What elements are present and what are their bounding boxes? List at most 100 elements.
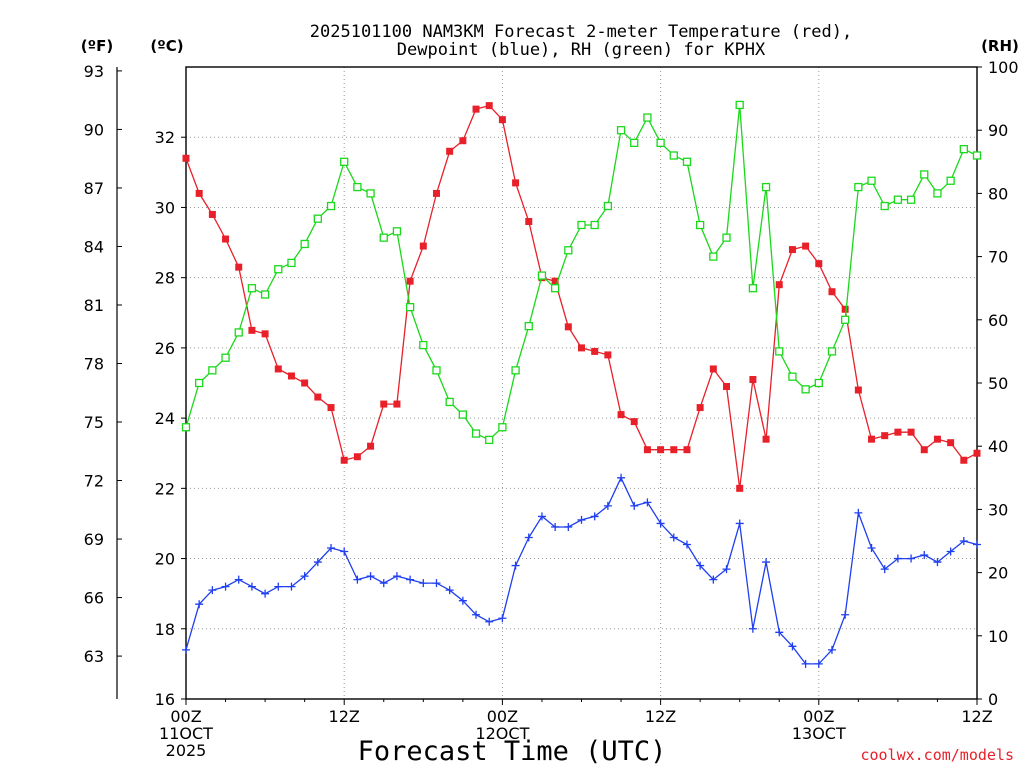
- rh-point: [603, 201, 613, 211]
- rh-point: [366, 189, 375, 198]
- temperature-point: [591, 347, 599, 355]
- temperature-point: [841, 305, 849, 313]
- dewpoint-point: [537, 512, 546, 521]
- temperature-point: [868, 435, 876, 443]
- rh-tick-label: 50: [988, 374, 1008, 393]
- dewpoint-point: [524, 533, 533, 542]
- series-layer: [181, 100, 982, 668]
- dewpoint-point: [511, 561, 520, 570]
- temperature-point: [854, 386, 862, 394]
- temperature-point: [314, 393, 322, 401]
- celsius-tick-label: 24: [155, 409, 175, 428]
- rh-point: [392, 227, 402, 236]
- rh-point: [234, 328, 243, 337]
- dewpoint-point: [392, 572, 401, 581]
- dewpoint-point: [485, 617, 494, 626]
- rh-point: [656, 138, 665, 147]
- rh-unit-label: (RH): [981, 37, 1019, 55]
- dewpoint-point: [287, 582, 296, 591]
- dewpoint-point: [973, 540, 981, 549]
- temperature-point: [604, 351, 612, 359]
- dewpoint-point: [195, 600, 204, 609]
- temperature-point: [208, 210, 216, 218]
- celsius-tick-label: 28: [155, 269, 175, 288]
- rh-point: [340, 157, 349, 166]
- rh-point: [616, 126, 626, 135]
- dewpoint-point: [274, 582, 283, 591]
- temperature-point: [432, 189, 440, 197]
- rh-point: [722, 233, 731, 242]
- chart-title-line-1: 2025101100 NAM3KM Forecast 2-meter Tempe…: [310, 22, 852, 42]
- dewpoint-blue-line: [185, 476, 978, 665]
- temperature-point: [617, 411, 625, 419]
- fahrenheit-unit-label: (ºF): [81, 37, 113, 55]
- dewpoint-point: [893, 554, 902, 563]
- rh-point: [274, 265, 283, 274]
- dewpoint-point: [946, 547, 955, 556]
- dewpoint-point: [419, 579, 428, 588]
- temperature-point: [472, 105, 480, 113]
- temperature-point: [578, 344, 585, 352]
- dewpoint-point: [498, 614, 507, 623]
- rh-tick-label: 0: [988, 690, 998, 709]
- chart-title-line-2: Dewpoint (blue), RH (green) for KPHX: [397, 40, 766, 60]
- temperature-point: [235, 263, 243, 271]
- rh-point: [906, 195, 916, 204]
- x-tick-label: 11OCT: [159, 724, 213, 743]
- temperature-point: [182, 154, 190, 162]
- fahrenheit-tick-label: 87: [84, 179, 104, 198]
- rh-point: [972, 151, 982, 160]
- x-tick-label: 12Z: [961, 707, 992, 726]
- temperature-point: [683, 446, 691, 454]
- dewpoint-point: [656, 519, 665, 528]
- dewpoint-point: [814, 659, 823, 668]
- temperature-point: [802, 242, 810, 250]
- rh-point: [643, 113, 652, 122]
- rh-point: [709, 252, 718, 261]
- dewpoint-point: [669, 533, 678, 542]
- temperature-point: [274, 365, 282, 373]
- credit-text[interactable]: coolwx.com/models: [860, 746, 1014, 764]
- temperature-point: [222, 235, 230, 243]
- rh-point: [669, 151, 678, 160]
- rh-point: [920, 170, 929, 179]
- temperature-point: [828, 288, 836, 296]
- rh-point: [827, 347, 837, 356]
- temperature-point: [881, 432, 889, 440]
- rh-tick-label: 80: [988, 184, 1008, 203]
- rh-point: [761, 182, 771, 192]
- rh-point: [432, 366, 441, 375]
- rh-point: [959, 145, 968, 154]
- rh-point: [867, 176, 876, 185]
- dewpoint-point: [709, 575, 718, 584]
- dewpoint-point: [432, 579, 441, 588]
- temperature-point: [551, 277, 559, 285]
- rh-point: [471, 429, 481, 438]
- rh-point: [946, 176, 955, 185]
- rh-point: [564, 246, 573, 255]
- temperature-point: [512, 179, 520, 187]
- rh-point: [788, 372, 797, 381]
- rh-point: [933, 189, 942, 198]
- rh-point: [801, 385, 810, 394]
- rh-point: [247, 284, 257, 293]
- rh-point: [775, 347, 784, 356]
- fahrenheit-tick-label: 75: [84, 413, 104, 432]
- temperature-point: [340, 456, 348, 464]
- dewpoint-point: [458, 596, 467, 605]
- rh-point: [485, 435, 494, 445]
- rh-point: [353, 182, 362, 192]
- dewpoint-point: [762, 558, 771, 567]
- fahrenheit-tick-label: 69: [84, 530, 104, 549]
- rh-point: [326, 201, 336, 211]
- rh-point: [419, 340, 428, 350]
- rh-point: [498, 423, 507, 432]
- rh-point: [260, 290, 270, 299]
- dewpoint-point: [445, 586, 454, 595]
- rh-point: [405, 303, 415, 312]
- temperature-point: [393, 400, 401, 408]
- dewpoint-point: [366, 572, 375, 581]
- dewpoint-point: [247, 582, 256, 591]
- dewpoint-point: [801, 659, 810, 668]
